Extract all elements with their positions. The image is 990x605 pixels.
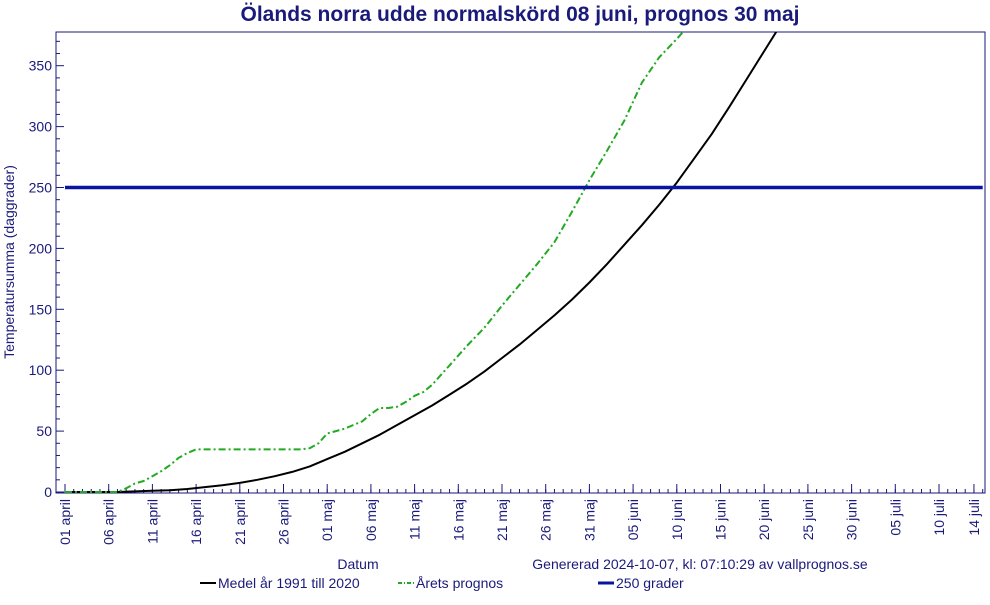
y-tick-label: 50 bbox=[36, 423, 52, 439]
x-tick-label: 26 april bbox=[276, 499, 292, 545]
plot-frame bbox=[55, 31, 986, 494]
y-tick-label: 350 bbox=[29, 58, 53, 74]
x-tick-label: 20 juni bbox=[756, 499, 772, 540]
x-tick-label: 10 juni bbox=[669, 499, 685, 540]
x-tick-label: 01 april bbox=[57, 499, 73, 545]
x-tick-label: 11 maj bbox=[407, 499, 423, 540]
y-axis-label: Temperatursumma (daggrader) bbox=[1, 165, 17, 359]
legend-label-1: Medel år 1991 till 2020 bbox=[218, 575, 360, 591]
y-tick-label: 150 bbox=[29, 301, 53, 317]
y-tick-label: 200 bbox=[29, 240, 53, 256]
x-tick-label: 21 april bbox=[232, 499, 248, 545]
y-tick-label: 100 bbox=[29, 362, 53, 378]
y-tick-label: 300 bbox=[29, 119, 53, 135]
x-tick-label: 16 april bbox=[188, 499, 204, 545]
x-tick-label: 25 juni bbox=[800, 499, 816, 540]
legend: Medel år 1991 till 2020 Årets prognos 250 … bbox=[200, 575, 684, 591]
plot-area: 0 50 100 150 200 250 300 350 01 april 06 april 11 … bbox=[29, 31, 986, 545]
x-tick-label: 06 april bbox=[101, 499, 117, 545]
x-tick-label: 21 maj bbox=[494, 499, 510, 541]
y-tick-label: 0 bbox=[44, 484, 52, 500]
x-tick-label: 11 april bbox=[144, 499, 160, 544]
x-tick-label: 05 juli bbox=[887, 499, 903, 536]
x-tick-label: 05 juni bbox=[625, 499, 641, 540]
x-tick-label: 26 maj bbox=[538, 499, 554, 541]
chart-title: Ölands norra udde normalskörd 08 juni, p… bbox=[241, 3, 800, 26]
x-tick-label: 31 maj bbox=[581, 499, 597, 541]
x-tick-label: 10 juli bbox=[931, 499, 947, 536]
legend-label-2: Årets prognos bbox=[416, 575, 503, 591]
footer-generated: Genererad 2024-10-07, kl: 07:10:29 av va… bbox=[532, 556, 868, 572]
x-tick-label: 01 maj bbox=[319, 499, 335, 541]
x-tick-label: 15 juni bbox=[713, 499, 729, 540]
x-axis-label: Datum bbox=[337, 556, 378, 572]
x-tick-label: 06 maj bbox=[363, 499, 379, 541]
x-tick-label: 14 juli bbox=[966, 499, 982, 536]
y-tick-label: 250 bbox=[29, 180, 53, 196]
x-tick-label: 16 maj bbox=[450, 499, 466, 541]
series-line-1 bbox=[65, 32, 778, 493]
series-line-2 bbox=[65, 32, 685, 493]
series-group bbox=[65, 32, 983, 493]
x-tick-label: 30 juni bbox=[844, 499, 860, 540]
legend-label-3: 250 grader bbox=[616, 575, 684, 591]
